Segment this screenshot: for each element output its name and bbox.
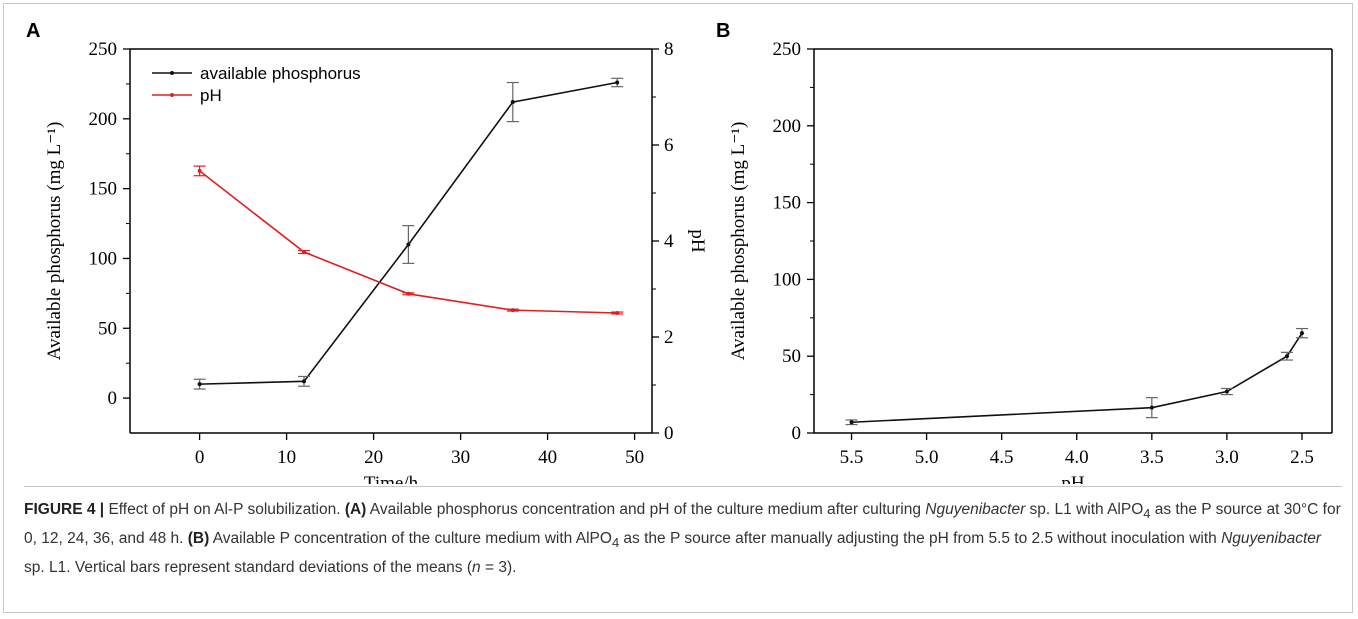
- caption-part: as the P source after manually adjusting…: [619, 530, 1222, 548]
- data-point: [197, 382, 202, 387]
- caption-part: = 3).: [480, 559, 517, 577]
- x-tick-label: 40: [538, 447, 557, 468]
- caption-subscript: 4: [1143, 506, 1151, 522]
- data-point: [1149, 405, 1154, 410]
- y-tick-label: 150: [89, 179, 118, 200]
- y-tick-label: 0: [792, 423, 802, 444]
- data-point: [1224, 389, 1229, 394]
- caption-part: Available P concentration of the culture…: [209, 530, 612, 548]
- x-axis-title: pH: [1061, 473, 1085, 484]
- data-point: [510, 100, 515, 105]
- figure-frame: A B 0 10 20 30 40 50 0 50 100 150 200 250 Time/h Avai…: [3, 3, 1353, 613]
- caption-panel-a-label: (A): [344, 501, 367, 518]
- data-point: [615, 80, 620, 85]
- caption-part: Effect of pH on Al-P solubilization.: [104, 501, 345, 518]
- y-tick-label: 250: [773, 39, 802, 60]
- caption-organism: Nguyenibacter: [925, 501, 1026, 518]
- caption-organism: Nguyenibacter: [1221, 530, 1322, 548]
- data-point: [406, 291, 411, 296]
- panel-letter-a: A: [26, 20, 40, 42]
- x-tick-label: 4.5: [990, 447, 1014, 468]
- data-point: [615, 311, 620, 315]
- data-point: [197, 168, 202, 173]
- legend-label: pH: [200, 86, 222, 105]
- x-tick-label: 5.5: [840, 447, 864, 468]
- y-tick-label: 100: [89, 248, 118, 269]
- caption-divider: [24, 486, 1342, 487]
- series-line: [851, 332, 1303, 424]
- x-tick-label: 2.5: [1290, 447, 1314, 468]
- caption-part: Available phosphorus concentration and p…: [366, 501, 926, 518]
- y2-tick-label: 4: [664, 231, 674, 252]
- y-axis-title: Available phosphorus (mg L⁻¹): [728, 122, 749, 361]
- legend-marker: [170, 93, 174, 97]
- figure-charts: A B 0 10 20 30 40 50050100150200250Time/hAvai…: [26, 20, 1333, 484]
- y-tick-label: 50: [782, 346, 801, 367]
- data-point: [849, 420, 854, 425]
- y-tick-label: 250: [89, 39, 118, 60]
- y-tick-label: 100: [773, 269, 802, 290]
- y2-tick-label: 2: [664, 327, 674, 348]
- caption-part: as the P source at 30°C for 0, 12, 24, 3…: [24, 501, 1341, 548]
- x-axis-title: Time/h: [364, 473, 419, 484]
- y2-tick-label: 0: [664, 423, 674, 444]
- y-axis-title: Available phosphorus (mg L⁻¹): [44, 122, 65, 361]
- x-tick-label: 20: [364, 447, 383, 468]
- x-tick-label: 5.0: [915, 447, 939, 468]
- data-point: [302, 379, 306, 384]
- y-tick-label: 50: [98, 318, 117, 339]
- y-tick-label: 0: [108, 388, 118, 409]
- x-tick-label: 0: [195, 447, 205, 468]
- y2-tick-label: 8: [664, 39, 674, 60]
- y-tick-label: 150: [773, 193, 802, 214]
- data-point: [1299, 331, 1304, 336]
- data-point: [510, 308, 515, 313]
- figure-caption: FIGURE 4 | Effect of pH on Al-P solubili…: [24, 497, 1342, 580]
- caption-part: sp. L1 with AlPO: [1025, 501, 1144, 518]
- caption-subscript: 4: [611, 535, 620, 551]
- x-tick-label: 10: [277, 447, 296, 468]
- data-point: [302, 250, 306, 255]
- x-tick-label: 30: [451, 447, 470, 468]
- x-tick-label: 3.5: [1140, 447, 1164, 468]
- x-tick-label: 4.0: [1065, 447, 1089, 468]
- data-point: [406, 242, 411, 247]
- legend-label: available phosphorus: [200, 64, 361, 83]
- x-tick-label: 50: [625, 447, 644, 468]
- y-tick-label: 200: [773, 116, 802, 137]
- caption-panel-b-label: (B): [187, 530, 210, 548]
- caption-figure-label: FIGURE 4 |: [24, 501, 105, 518]
- caption-n-variable: n: [472, 559, 481, 577]
- caption-part: sp. L1. Vertical bars represent standard…: [24, 559, 473, 577]
- legend-marker: [170, 71, 174, 75]
- y2-axis-title: pH: [687, 229, 708, 253]
- y2-tick-label: 6: [664, 135, 674, 156]
- data-point: [1284, 354, 1289, 359]
- x-tick-label: 3.0: [1215, 447, 1239, 468]
- panel-letter-b: B: [716, 20, 730, 42]
- y-tick-label: 200: [89, 109, 118, 130]
